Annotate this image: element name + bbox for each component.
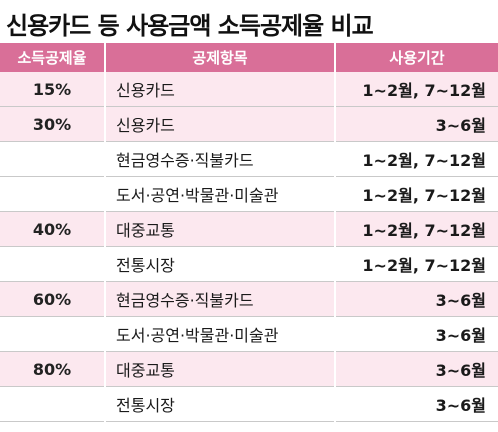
table-row: 30% 신용카드 3~6월: [0, 106, 498, 142]
item-cell: 도서·공연·박물관·미술관: [105, 176, 336, 212]
rate-cell: 40%: [0, 211, 106, 247]
item-cell: 도서·공연·박물관·미술관: [105, 316, 336, 352]
period-cell: 3~6월: [335, 281, 498, 317]
item-cell: 현금영수증·직불카드: [105, 141, 336, 177]
period-cell: 3~6월: [335, 106, 498, 142]
item-cell: 전통시장: [105, 386, 336, 422]
period-cell: 1~2월, 7~12월: [335, 72, 498, 107]
item-cell: 신용카드: [105, 106, 336, 142]
table-row: 현금영수증·직불카드 1~2월, 7~12월: [0, 141, 498, 177]
period-cell: 3~6월: [335, 316, 498, 352]
table-row: 80% 대중교통 3~6월: [0, 351, 498, 387]
table-row: 전통시장 3~6월: [0, 386, 498, 422]
table-row: 도서·공연·박물관·미술관 3~6월: [0, 316, 498, 352]
item-cell: 현금영수증·직불카드: [105, 281, 336, 317]
rate-cell: [0, 386, 106, 422]
header-item: 공제항목: [104, 43, 335, 72]
period-cell: 1~2월, 7~12월: [335, 141, 498, 177]
header-rate: 소득공제율: [0, 43, 105, 72]
comparison-table: 소득공제율 공제항목 사용기간 15% 신용카드 1~2월, 7~12월 30%…: [0, 43, 498, 422]
rate-cell: [0, 176, 106, 212]
rate-cell: 15%: [0, 72, 106, 107]
rate-cell: [0, 141, 106, 177]
rate-cell: [0, 246, 106, 282]
rate-cell: 60%: [0, 281, 106, 317]
table-row: 15% 신용카드 1~2월, 7~12월: [0, 72, 498, 107]
table-header-row: 소득공제율 공제항목 사용기간: [0, 43, 498, 72]
period-cell: 1~2월, 7~12월: [335, 176, 498, 212]
table-row: 40% 대중교통 1~2월, 7~12월: [0, 211, 498, 247]
table-row: 도서·공연·박물관·미술관 1~2월, 7~12월: [0, 176, 498, 212]
rate-cell: 80%: [0, 351, 106, 387]
item-cell: 신용카드: [105, 72, 336, 107]
item-cell: 전통시장: [105, 246, 336, 282]
rate-cell: [0, 316, 106, 352]
table-row: 전통시장 1~2월, 7~12월: [0, 246, 498, 282]
period-cell: 3~6월: [335, 351, 498, 387]
period-cell: 3~6월: [335, 386, 498, 422]
rate-cell: 30%: [0, 106, 106, 142]
period-cell: 1~2월, 7~12월: [335, 246, 498, 282]
item-cell: 대중교통: [105, 351, 336, 387]
header-period: 사용기간: [334, 43, 498, 72]
table-row: 60% 현금영수증·직불카드 3~6월: [0, 281, 498, 317]
period-cell: 1~2월, 7~12월: [335, 211, 498, 247]
page-title: 신용카드 등 사용금액 소득공제율 비교: [6, 12, 374, 40]
item-cell: 대중교통: [105, 211, 336, 247]
